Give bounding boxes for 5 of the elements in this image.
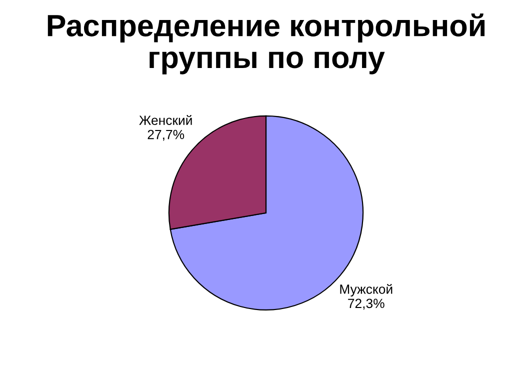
slice-label: Мужской [340,284,392,296]
slice-label: Женский [139,115,192,125]
chart-title: Распределение контрольной группы по полу [48,13,485,74]
data-label: 27,7% [148,130,184,141]
data-label: 72,3% [348,298,384,310]
